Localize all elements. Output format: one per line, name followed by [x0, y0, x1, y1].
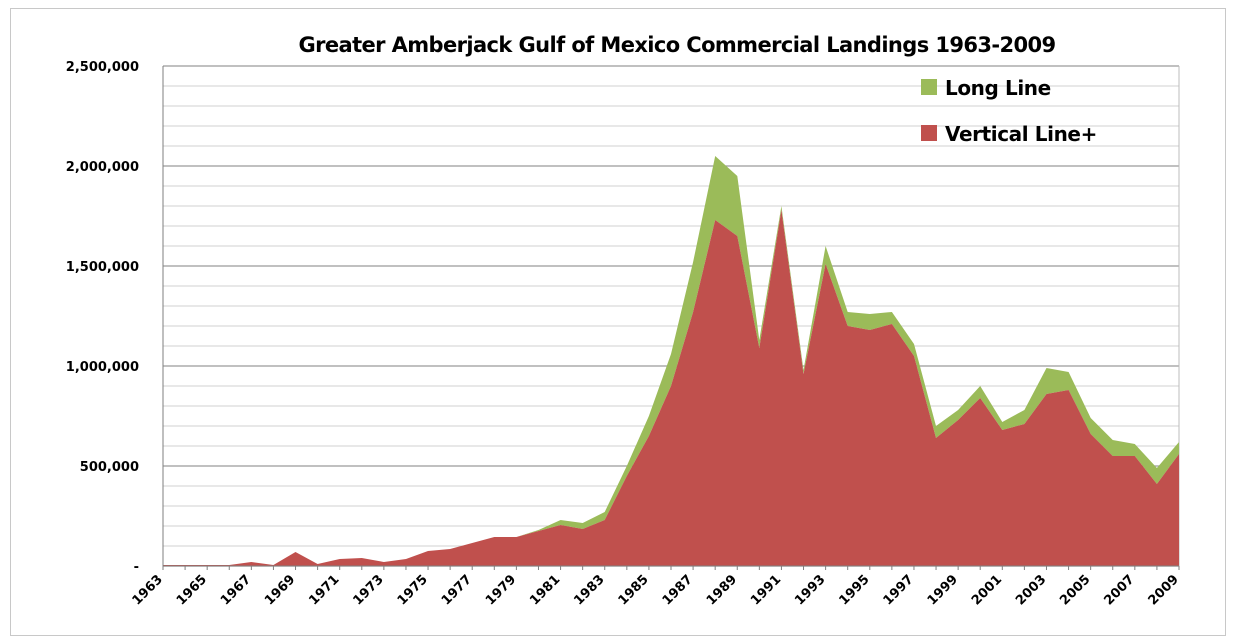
x-tick-label: 1963	[130, 572, 166, 608]
x-tick-label: 1965	[174, 572, 210, 608]
x-tick-label: 1993	[792, 572, 828, 608]
legend-swatch-long-line	[921, 79, 937, 95]
x-tick-label: 1969	[262, 572, 298, 608]
y-tick-label: 2,500,000	[66, 60, 139, 75]
x-tick-label: 1985	[616, 572, 652, 608]
x-tick-label: 1991	[748, 572, 784, 608]
x-tick-label: 1973	[351, 572, 387, 608]
x-tick-label: 1983	[571, 572, 607, 608]
x-tick-label: 1981	[527, 572, 563, 608]
legend-label-long-line: Long Line	[945, 76, 1051, 100]
y-tick-label: -	[134, 560, 139, 575]
x-tick-label: 2003	[1013, 572, 1049, 608]
y-tick-label: 500,000	[80, 460, 139, 475]
x-tick-label: 1997	[881, 572, 917, 608]
x-tick-label: 1971	[306, 572, 342, 608]
x-tick-label: 2009	[1146, 572, 1182, 608]
x-tick-label: 1995	[836, 572, 872, 608]
area-series-layer	[163, 156, 1179, 566]
x-tick-label: 2005	[1057, 572, 1093, 608]
x-tick-label: 2007	[1101, 572, 1137, 608]
x-tick-label: 1987	[660, 572, 696, 608]
x-tick-label: 2001	[969, 572, 1005, 608]
chart-title: Greater Amberjack Gulf of Mexico Commerc…	[298, 33, 1055, 57]
legend-swatch-vertical-line	[921, 125, 937, 141]
legend-label-vertical-line: Vertical Line+	[945, 122, 1097, 146]
x-tick-label: 1999	[925, 572, 961, 608]
x-tick-label: 1979	[483, 572, 519, 608]
x-tick-label: 1977	[439, 572, 475, 608]
area-chart: - 500,000 1,000,000 1,500,000 2,000,000 2,500…	[11, 9, 1227, 637]
y-tick-label: 1,500,000	[66, 260, 139, 275]
chart-frame: - 500,000 1,000,000 1,500,000 2,000,000 2,500…	[10, 8, 1226, 636]
x-tick-label: 1989	[704, 572, 740, 608]
y-tick-label: 2,000,000	[66, 160, 139, 175]
y-tick-label: 1,000,000	[66, 360, 139, 375]
area-series-vertical-line	[163, 210, 1179, 566]
x-tick-label: 1975	[395, 572, 431, 608]
x-tick-label: 1967	[218, 572, 254, 608]
